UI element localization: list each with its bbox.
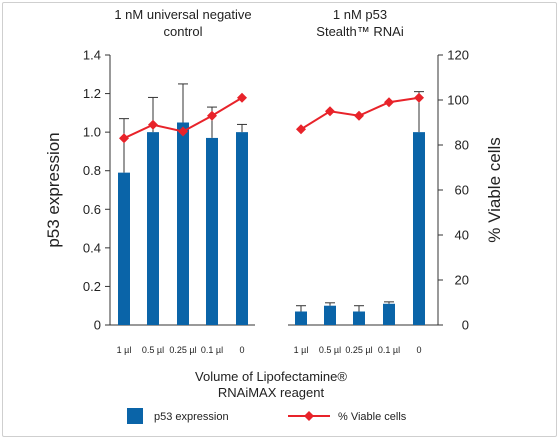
viability-point (296, 124, 306, 135)
viability-point (237, 92, 247, 103)
category-label: 0 (416, 345, 421, 355)
axes: 0 0.2 0.4 0.6 0.8 1.0 1.2 1.4 0 20 40 60 80 100 120 (83, 48, 469, 333)
left-tick-label: 0.4 (83, 240, 101, 255)
bar (206, 137, 218, 325)
x-axis-title-line-1: Volume of Lipofectamine® (195, 369, 347, 384)
category-label: 0.5 µl (142, 345, 164, 355)
right-tick-label: 60 (455, 183, 469, 198)
bar (383, 303, 395, 325)
error-bars (119, 83, 424, 312)
bar (177, 122, 189, 325)
category-label: 0.5 µl (319, 345, 341, 355)
left-tick-label: 0.6 (83, 202, 101, 217)
viability-point (148, 119, 158, 130)
category-label: 1 µl (294, 345, 309, 355)
category-label: 0 (239, 345, 244, 355)
category-label: 1 µl (117, 345, 132, 355)
viability-point (178, 126, 188, 137)
right-tick-label: 40 (455, 228, 469, 243)
viability-point (325, 106, 335, 117)
left-tick-label: 0.2 (83, 279, 101, 294)
left-tick-label: 1.0 (83, 125, 101, 140)
legend-label-line: % Viable cells (338, 411, 407, 423)
bar (236, 132, 248, 325)
right-tick-label: 100 (447, 93, 469, 108)
viability-point (414, 92, 424, 103)
bar-series (118, 122, 425, 325)
right-tick-label: 0 (462, 318, 469, 333)
left-tick-label: 1.4 (83, 48, 101, 63)
y-axis-title-left: p53 expression (44, 132, 63, 247)
group-label-1-line-2: control (163, 24, 202, 39)
group-label-2-line-2: Stealth™ RNAi (316, 24, 404, 39)
chart-frame (2, 2, 557, 437)
bar (147, 132, 159, 325)
bar (118, 172, 130, 325)
axis-titles: p53 expression % Viable cells Volume of Li… (44, 132, 504, 400)
group-labels: 1 nM universal negative control 1 nM p53 St… (114, 7, 403, 39)
category-label: 0.25 µl (169, 345, 196, 355)
category-label: 0.1 µl (201, 345, 223, 355)
y-axis-title-right: % Viable cells (485, 137, 504, 243)
legend: p53 expression % Viable cells (127, 408, 407, 424)
group-label-1-line-1: 1 nM universal negative (114, 7, 251, 22)
category-label: 0.1 µl (378, 345, 400, 355)
viability-point (207, 110, 217, 121)
left-tick-label: 0.8 (83, 163, 101, 178)
viability-point (119, 133, 129, 144)
category-label: 0.25 µl (345, 345, 372, 355)
left-tick-label: 0 (94, 318, 101, 333)
category-labels: 1 µl 0.5 µl 0.25 µl 0.1 µl 0 1 µl 0.5 µl 0.25 µ… (117, 345, 422, 355)
legend-swatch-bar (127, 408, 143, 424)
bar (324, 305, 336, 325)
legend-label-bar: p53 expression (154, 411, 229, 423)
left-tick-label: 1.2 (83, 86, 101, 101)
right-tick-label: 80 (455, 138, 469, 153)
viability-point (354, 110, 364, 121)
group-label-2-line-1: 1 nM p53 (333, 7, 387, 22)
viability-point (384, 97, 394, 108)
bar (413, 132, 425, 325)
x-axis-title-line-2: RNAiMAX reagent (218, 385, 325, 400)
legend-swatch-marker (304, 411, 314, 421)
right-tick-label: 20 (455, 273, 469, 288)
right-tick-label: 120 (447, 48, 469, 63)
bar (295, 311, 307, 325)
line-series (119, 92, 424, 144)
bar (353, 311, 365, 325)
